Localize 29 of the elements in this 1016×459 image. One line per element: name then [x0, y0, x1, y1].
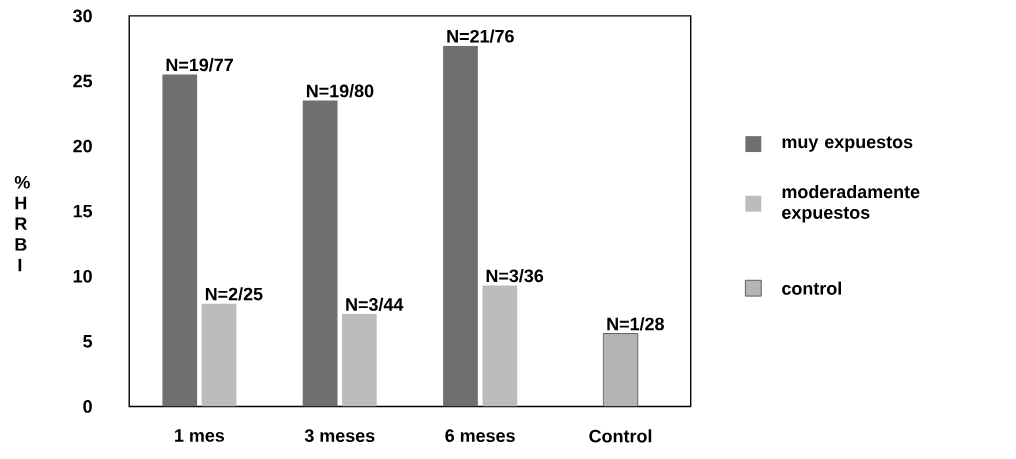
data-label: N=19/77 — [166, 58, 233, 72]
data-label: N=21/76 — [447, 29, 514, 43]
y-tick-label: 15 — [73, 204, 93, 218]
y-tick-label: 20 — [73, 139, 92, 153]
bar — [201, 303, 237, 407]
data-label: N=3/44 — [346, 297, 404, 311]
x-tick-label: Control — [589, 429, 652, 443]
y-tick-label: 0 — [83, 400, 92, 413]
y-axis-title: % H R B I — [14, 175, 30, 272]
data-label: N=3/36 — [486, 268, 544, 283]
x-tick-label: 3 meses — [304, 429, 375, 442]
bar — [602, 333, 639, 407]
legend-label: moderadamente expuestos — [782, 184, 920, 223]
data-label: N=1/28 — [607, 317, 664, 331]
data-label: N=19/80 — [306, 84, 374, 98]
bar — [162, 74, 198, 407]
legend-label: control — [782, 281, 841, 295]
y-tick-label: 10 — [73, 269, 92, 283]
y-tick-label: 5 — [83, 335, 93, 348]
bar — [443, 45, 478, 407]
legend-label: muy expuestos — [782, 136, 913, 152]
bar — [482, 285, 518, 407]
y-tick-label: 25 — [73, 74, 93, 88]
y-tick-label: 30 — [73, 9, 92, 23]
bar — [342, 313, 377, 407]
x-tick-label: 6 meses — [445, 429, 515, 442]
data-label: N=2/25 — [205, 287, 263, 301]
bar — [302, 100, 338, 407]
x-tick-label: 1 mes — [175, 429, 225, 442]
